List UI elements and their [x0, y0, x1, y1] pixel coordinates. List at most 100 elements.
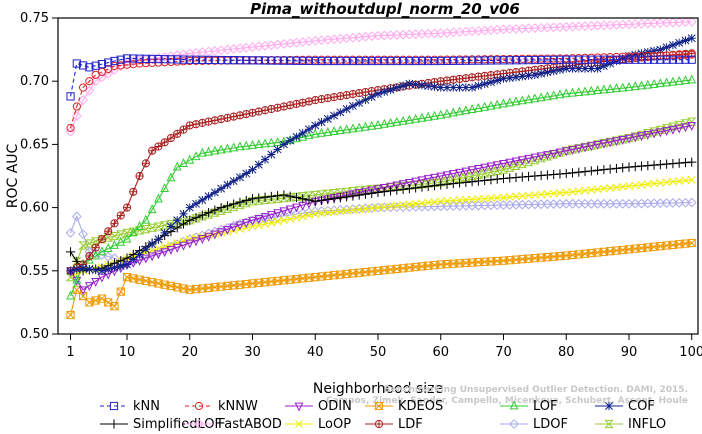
data-point-ODIN [172, 243, 182, 253]
data-point-LOF [91, 250, 101, 260]
data-point-kNN [442, 56, 452, 66]
data-point-ODIN [229, 223, 239, 233]
data-point-LOF [110, 239, 119, 249]
data-point-ODIN [543, 151, 552, 161]
data-point-COF [298, 128, 307, 138]
data-point-COF [148, 240, 157, 249]
legend: kNN kNNW ODIN KDEOS LOF COFSimplifiedLOFFastA… [100, 399, 666, 432]
data-point-COF [336, 108, 345, 117]
data-point-LOF [524, 94, 533, 104]
y-tick-label: 0.50 [20, 327, 49, 342]
watermark-line-2: Campos, Zimek, Sander, Campello, Micenko… [326, 396, 688, 406]
legend-item-FastABOD: FastABOD [185, 417, 282, 432]
data-point-LoOP [505, 193, 514, 201]
data-point-LDF [91, 243, 100, 252]
data-point-LoOP [587, 185, 596, 194]
data-point-ODIN [637, 132, 646, 142]
data-point-LoOP [568, 187, 577, 196]
legend-marker-ODIN [294, 402, 304, 412]
data-point-COF [91, 265, 100, 275]
data-point-LoOP [374, 203, 382, 212]
legend-label: kNN [133, 399, 160, 414]
legend-marker-FastABOD [194, 419, 204, 429]
data-point-COF [179, 209, 188, 219]
data-point-SimplifiedLOF [373, 187, 383, 198]
data-point-LoOP [417, 199, 426, 208]
data-point-COF [317, 118, 326, 127]
data-point-LDF [122, 203, 132, 212]
data-point-SimplifiedLOF [467, 177, 477, 187]
data-point-kNN [618, 55, 627, 64]
data-point-ODIN [499, 159, 508, 169]
data-point-LoOP [279, 216, 288, 225]
data-point-LOF [266, 137, 276, 147]
data-point-kNN [474, 56, 483, 65]
data-point-LOF [204, 146, 213, 156]
data-point-ODIN [404, 178, 414, 188]
data-point-LOF [486, 100, 496, 110]
data-point-SimplifiedLOF [172, 223, 182, 233]
data-point-LOF [637, 80, 646, 90]
data-point-COF [292, 132, 301, 141]
data-point-kNN [279, 56, 288, 65]
data-point-LDF [160, 138, 169, 147]
x-tick-label: 1 [66, 345, 74, 360]
data-point-FastABOD [686, 16, 697, 27]
legend-marker-SimplifiedLOF [109, 419, 119, 429]
x-tick-label: 20 [181, 345, 198, 360]
legend-marker-COF [604, 401, 614, 411]
data-point-ODIN [511, 157, 521, 167]
data-point-kNNW [687, 50, 696, 59]
data-point-SimplifiedLOF [323, 194, 333, 205]
data-point-LoOP [348, 206, 357, 215]
data-point-SimplifiedLOF [260, 192, 270, 202]
data-point-COF [191, 199, 201, 208]
data-point-LOF [260, 138, 270, 148]
data-point-LOF [153, 193, 163, 203]
data-point-kNN [304, 56, 314, 66]
data-point-ODIN [662, 127, 672, 137]
legend-label: COF [628, 399, 655, 414]
data-point-ODIN [461, 167, 471, 177]
data-point-LOF [505, 97, 515, 107]
data-point-ODIN [398, 180, 408, 190]
data-point-ODIN [618, 135, 628, 145]
data-point-kNN [260, 56, 270, 65]
data-point-COF [499, 74, 508, 83]
data-point-ODIN [386, 182, 395, 192]
data-point-kNN [148, 54, 157, 64]
data-point-LOF [448, 107, 458, 117]
data-point-LOF [191, 151, 201, 161]
data-point-kNN [606, 55, 615, 64]
data-point-ODIN [624, 134, 634, 144]
legend-marker-kNN [109, 401, 119, 411]
data-point-LOF [304, 130, 314, 140]
data-point-COF [267, 150, 276, 159]
data-point-COF [675, 38, 684, 47]
data-point-LoOP [386, 202, 395, 211]
data-point-SimplifiedLOF [285, 191, 295, 201]
data-point-LOF [586, 85, 596, 95]
data-point-LoOP [549, 189, 558, 198]
data-point-LoOP [179, 237, 188, 246]
data-point-COF [380, 87, 389, 96]
data-point-SimplifiedLOF [316, 195, 327, 205]
legend-item-LDF: LDF [365, 417, 423, 432]
data-point-COF [593, 64, 602, 73]
data-point-INFLO [517, 159, 528, 169]
data-point-kNN [235, 56, 245, 65]
data-point-kNN [248, 56, 257, 65]
data-point-SimplifiedLOF [298, 194, 308, 204]
data-point-COF [461, 83, 470, 92]
data-point-ODIN [260, 213, 270, 222]
data-point-ODIN [480, 163, 490, 173]
data-point-INFLO [297, 192, 308, 201]
data-point-ODIN [292, 203, 301, 213]
data-point-LoOP [599, 184, 608, 193]
data-point-kNNW [122, 60, 132, 69]
data-point-kNN [223, 55, 232, 65]
data-point-kNN [361, 56, 370, 66]
data-point-LOF [147, 204, 157, 214]
data-point-COF [97, 266, 107, 275]
data-point-LoOP [336, 207, 345, 216]
